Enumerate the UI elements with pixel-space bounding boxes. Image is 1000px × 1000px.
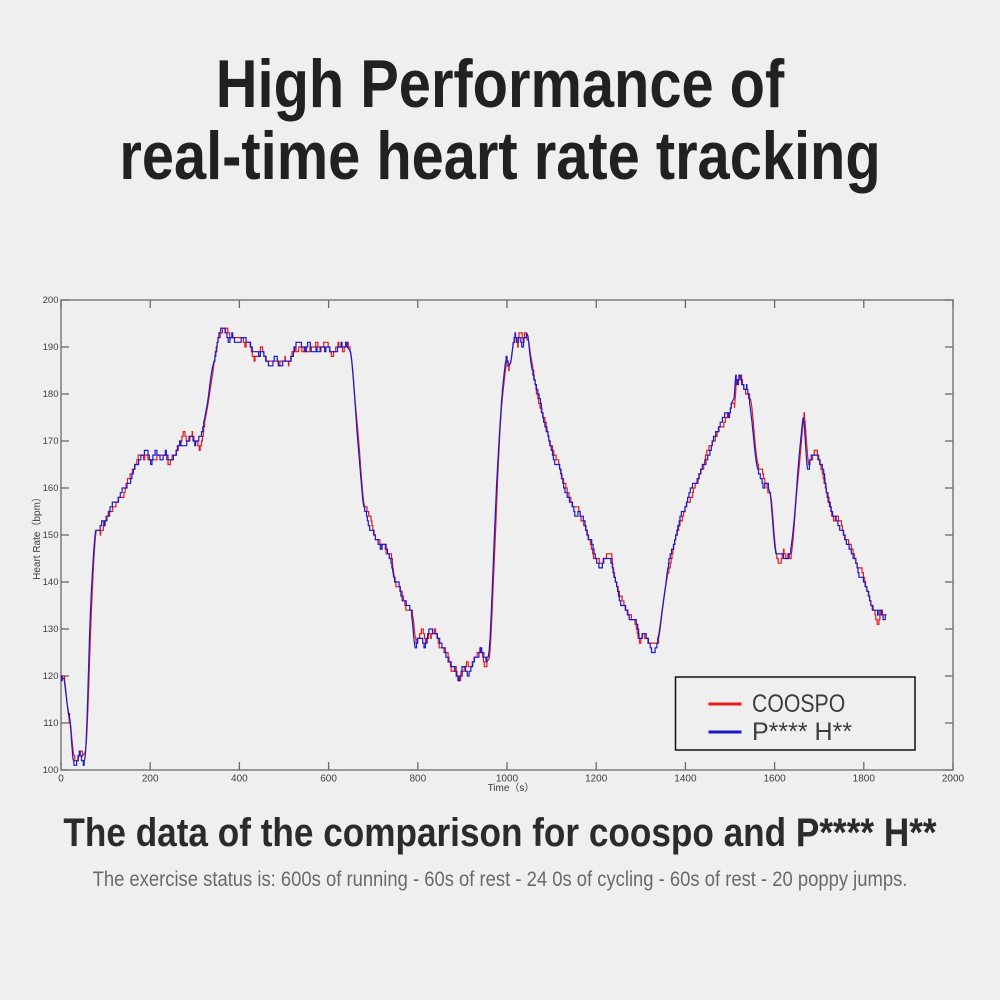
svg-text:Heart Rate（bpm）: Heart Rate（bpm） [31, 492, 43, 580]
svg-text:1200: 1200 [585, 774, 608, 785]
svg-text:400: 400 [231, 774, 248, 785]
svg-text:170: 170 [43, 436, 59, 447]
svg-text:100: 100 [43, 765, 59, 776]
svg-text:1800: 1800 [853, 774, 876, 785]
svg-text:180: 180 [43, 389, 59, 400]
svg-text:Time（s）: Time（s） [488, 782, 535, 794]
svg-text:0: 0 [58, 774, 64, 785]
svg-text:200: 200 [142, 774, 159, 785]
svg-text:P**** H**: P**** H** [752, 718, 852, 746]
svg-text:200: 200 [43, 295, 59, 306]
svg-text:120: 120 [43, 671, 59, 682]
svg-text:150: 150 [43, 530, 59, 541]
svg-text:190: 190 [43, 342, 59, 353]
svg-text:110: 110 [43, 718, 58, 729]
svg-text:1600: 1600 [763, 774, 786, 785]
svg-text:1000: 1000 [496, 774, 519, 785]
svg-text:COOSPO: COOSPO [752, 689, 845, 717]
svg-text:130: 130 [43, 624, 59, 635]
svg-text:2000: 2000 [942, 774, 965, 785]
svg-text:800: 800 [409, 774, 426, 785]
svg-text:140: 140 [43, 577, 59, 588]
svg-text:160: 160 [43, 483, 59, 494]
svg-text:1400: 1400 [674, 774, 697, 785]
svg-text:600: 600 [320, 774, 337, 785]
